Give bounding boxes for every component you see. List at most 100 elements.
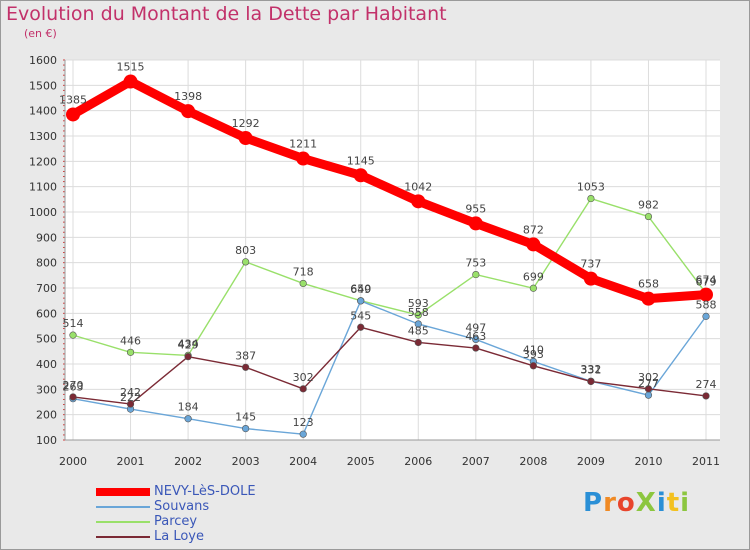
x-tick-label: 2010 <box>634 455 662 468</box>
logo-letter: P <box>583 488 604 518</box>
data-point <box>699 287 713 302</box>
data-label: 803 <box>235 244 256 257</box>
data-label: 982 <box>638 199 659 212</box>
data-point <box>299 430 307 438</box>
data-point <box>472 270 480 279</box>
y-tick-label: 1300 <box>29 130 57 143</box>
x-tick-label: 2001 <box>117 455 145 468</box>
data-label: 558 <box>408 306 429 319</box>
legend-label: NEVY-LèS-DOLE <box>154 484 256 499</box>
logo-letter: o <box>616 488 636 518</box>
data-label: 485 <box>408 324 429 337</box>
y-tick-label: 1200 <box>29 155 57 168</box>
data-label: 1053 <box>577 181 605 194</box>
x-tick-label: 2007 <box>462 455 490 468</box>
data-label: 184 <box>178 401 199 414</box>
y-tick-label: 500 <box>36 333 57 346</box>
data-label: 1398 <box>174 90 202 103</box>
legend-label: Parcey <box>154 514 198 529</box>
data-point <box>644 391 653 399</box>
data-label: 1515 <box>117 61 145 74</box>
y-tick-label: 400 <box>36 358 57 371</box>
data-label: 387 <box>235 349 256 362</box>
data-point <box>644 385 653 393</box>
data-label: 679 <box>696 275 717 288</box>
data-point <box>529 362 537 370</box>
data-label: 514 <box>63 317 84 330</box>
data-label: 718 <box>293 265 314 278</box>
data-point <box>644 212 653 221</box>
data-point <box>242 363 250 371</box>
y-tick-label: 300 <box>36 383 57 396</box>
data-point <box>299 279 307 288</box>
data-label: 1145 <box>347 154 375 167</box>
data-label: 123 <box>293 416 314 429</box>
data-label: 274 <box>696 378 717 391</box>
data-label: 331 <box>580 363 601 376</box>
data-label: 429 <box>178 339 199 352</box>
y-tick-label: 1000 <box>29 206 57 219</box>
data-label: 545 <box>350 309 371 322</box>
data-point <box>238 131 253 146</box>
logo-letter: i <box>656 488 667 518</box>
y-tick-label: 100 <box>36 434 57 447</box>
data-label: 1385 <box>59 93 87 106</box>
data-label: 242 <box>120 386 141 399</box>
x-tick-label: 2008 <box>519 455 547 468</box>
data-point <box>583 271 598 286</box>
data-label: 1292 <box>232 117 260 130</box>
data-label: 434 <box>178 337 199 350</box>
data-label: 674 <box>696 274 717 287</box>
data-label: 658 <box>638 278 659 291</box>
data-point <box>353 168 368 183</box>
y-tick-label: 200 <box>36 409 57 422</box>
x-tick-label: 2005 <box>347 455 375 468</box>
legend-swatch <box>96 506 150 508</box>
data-label: 872 <box>523 223 544 236</box>
data-label: 332 <box>580 363 601 376</box>
x-tick-label: 2011 <box>692 455 720 468</box>
data-label: 1042 <box>404 180 432 193</box>
data-label: 302 <box>638 371 659 384</box>
data-label: 1211 <box>289 138 317 151</box>
data-point <box>123 74 138 89</box>
data-point <box>299 385 307 393</box>
data-point <box>414 320 422 328</box>
data-label: 145 <box>235 411 256 424</box>
legend-swatch <box>96 521 150 523</box>
data-point <box>641 291 656 306</box>
y-tick-label: 800 <box>36 257 57 270</box>
data-point <box>126 400 135 408</box>
x-tick-label: 2003 <box>232 455 260 468</box>
data-label: 737 <box>580 258 601 271</box>
data-label: 270 <box>63 379 84 392</box>
data-label: 753 <box>465 257 486 270</box>
data-point <box>357 297 365 305</box>
data-point <box>357 323 365 331</box>
legend-swatch <box>96 488 150 496</box>
data-point <box>587 377 595 386</box>
data-label: 277 <box>638 377 659 390</box>
legend-label: Souvans <box>154 499 210 514</box>
data-point <box>184 353 192 361</box>
y-tick-label: 1600 <box>29 54 57 67</box>
data-label: 699 <box>523 270 544 283</box>
data-label: 588 <box>696 298 717 311</box>
data-point <box>296 151 311 166</box>
series-line-la-loye <box>72 326 707 405</box>
logo-letter: X <box>635 488 657 518</box>
data-label: 222 <box>120 391 141 404</box>
data-point <box>414 338 422 347</box>
data-label: 463 <box>465 330 486 343</box>
y-tick-label: 1400 <box>29 105 57 118</box>
data-point <box>529 284 537 292</box>
y-tick-label: 1500 <box>29 79 57 92</box>
data-point <box>242 258 250 266</box>
y-tick-label: 1100 <box>29 181 57 194</box>
data-point <box>69 331 77 339</box>
data-label: 649 <box>350 283 371 296</box>
series-line-souvans <box>72 300 707 435</box>
logo-letter: r <box>603 488 617 518</box>
data-point <box>126 348 135 356</box>
data-label: 593 <box>408 297 429 310</box>
